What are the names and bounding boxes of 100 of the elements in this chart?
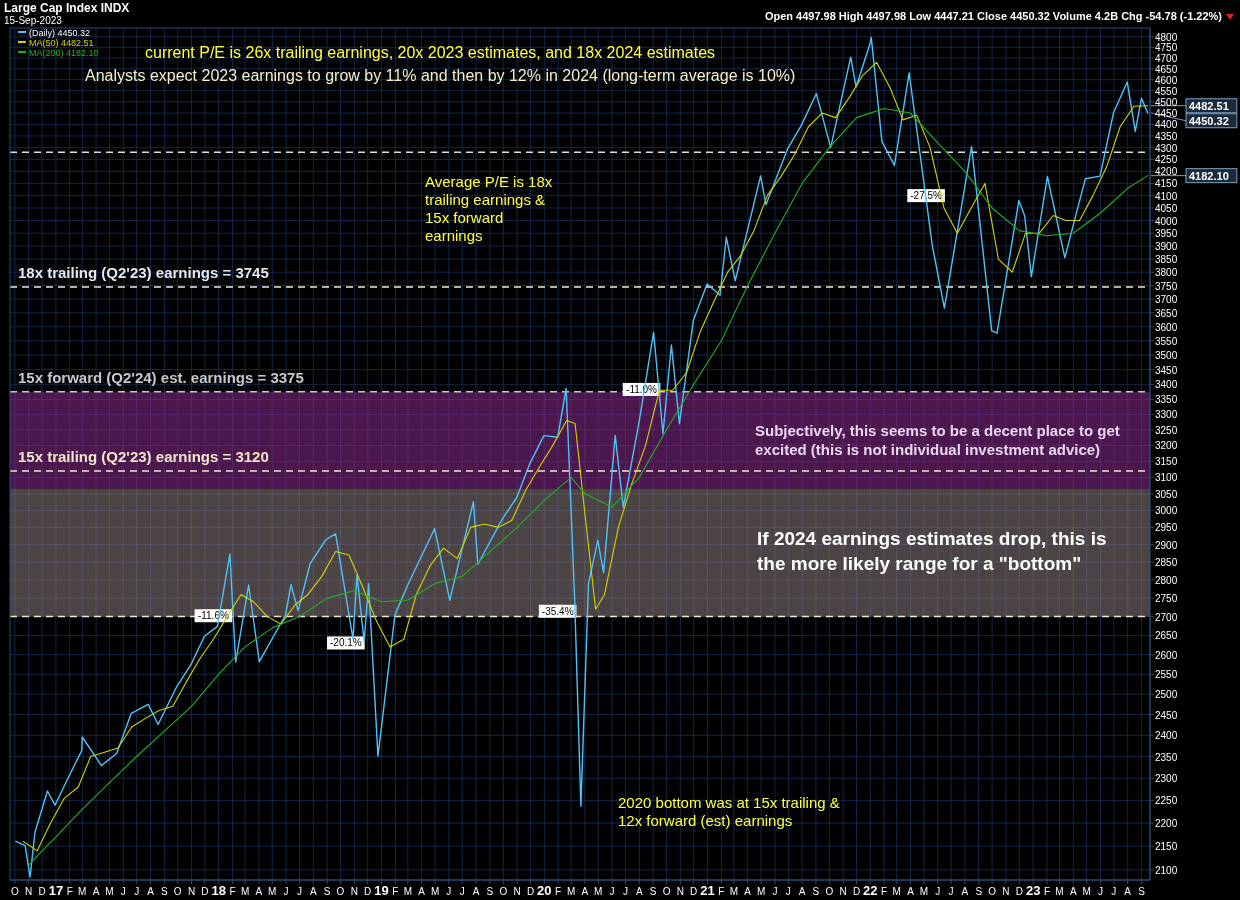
x-tick-label: O [336,886,345,897]
x-tick-label: N [1002,886,1010,897]
x-tick-label: A [147,886,155,897]
x-tick-label: J [935,886,941,897]
ref-line-label: 18x trailing (Q2'23) earnings = 3745 [18,263,269,281]
y-tick-label: 3150 [1155,456,1178,468]
y-tick-label: 2500 [1155,689,1178,701]
ref-line-label: 15x trailing (Q2'23) earnings = 3120 [18,447,269,465]
x-tick-label: N [350,886,358,897]
x-tick-label: M [430,886,440,897]
x-tick-label: S [160,886,168,897]
x-tick-label: 19 [374,883,389,898]
y-tick-label: 2900 [1155,539,1178,551]
x-tick-label: D [526,886,535,897]
x-tick-label: 20 [537,883,552,898]
band-label: If 2024 earnings estimates drop, this is the more likely range for a "bottom" [757,528,1107,575]
x-tick-label: J [948,886,954,897]
x-tick-label: A [907,886,915,897]
x-tick-label: O [988,886,997,897]
x-tick-label: M [594,886,603,897]
x-tick-label: N [187,886,196,897]
y-tick-label: 2650 [1155,630,1178,642]
x-tick-label: A [92,886,100,897]
annotation: -35.4% [541,605,574,617]
y-tick-label: 3250 [1155,424,1178,436]
y-tick-label: 4700 [1155,53,1178,64]
x-tick-label: M [729,886,739,897]
annotation: current P/E is 26x trailing earnings, 20x 2023 estimates, and 18x 2024 estimates [145,44,716,61]
x-tick-label: 21 [700,883,715,898]
x-tick-label: D [852,886,861,897]
x-tick-label: J [772,886,778,897]
legend-label: (Daily) 4450.32 [29,27,91,38]
y-tick-label: 4150 [1155,178,1178,190]
y-tick-label: 3700 [1155,294,1178,306]
y-tick-label: 3600 [1155,321,1178,333]
x-tick-label: F [229,886,236,897]
y-tick-label: 3800 [1155,267,1178,279]
legend-label: MA(50) 4482.51 [29,37,94,48]
y-tick-label: 3050 [1155,488,1178,500]
x-tick-label: O [662,886,671,897]
x-tick-label: J [446,886,452,897]
y-tick-label: 3500 [1155,350,1178,362]
x-tick-label: M [892,886,901,897]
annotation: 2020 bottom was at 15x trailing & 12x forward (est) earnings [618,794,840,829]
y-tick-label: 3750 [1155,280,1178,292]
y-tick-label: 2850 [1155,557,1178,569]
y-tick-label: 4100 [1155,190,1178,202]
y-tick-label: 2600 [1155,649,1178,661]
x-tick-label: M [105,886,114,897]
x-tick-label: D [690,886,698,897]
x-tick-label: N [25,886,33,897]
annotation: 4482.51 [1189,99,1229,112]
y-tick-label: 4050 [1155,203,1178,214]
x-tick-label: D [38,886,46,897]
y-tick-label: 2750 [1155,593,1178,605]
x-tick-label: J [1111,886,1117,897]
x-tick-label: A [961,886,969,897]
x-tick-label: M [566,886,576,897]
x-tick-label: F [718,886,725,897]
y-tick-label: 4800 [1155,31,1178,43]
x-tick-label: A [744,886,752,897]
x-tick-label: D [1015,886,1023,897]
x-tick-label: J [296,886,302,897]
x-tick-label: N [513,886,521,897]
x-tick-label: A [418,886,426,897]
x-tick-label: F [1043,886,1051,897]
y-tick-label: 4350 [1155,130,1178,142]
band-label: Subjectively, this seems to be a decent place to get excited (this is not individual investment advice) [755,421,1120,459]
y-tick-label: 3350 [1155,394,1178,406]
x-tick-label: A [635,886,643,897]
x-tick-label: A [581,886,589,897]
x-tick-label: 22 [863,883,878,898]
x-tick-label: D [364,886,372,897]
x-tick-label: O [11,886,20,897]
y-tick-label: 2700 [1155,611,1178,623]
x-tick-label: F [392,886,399,897]
y-tick-label: 2250 [1155,795,1178,807]
x-tick-label: J [283,886,289,897]
x-tick-label: A [798,886,806,897]
x-tick-label: J [134,886,140,897]
annotation: 4450.32 [1189,114,1229,127]
x-tick-label: J [785,886,791,897]
ref-line-label: 15x forward (Q2'24) est. earnings = 3375 [18,368,304,386]
x-tick-label: N [676,886,684,897]
x-tick-label: M [78,886,87,897]
annotation: 4182.10 [1189,169,1229,182]
y-tick-label: 3300 [1155,409,1178,421]
x-tick-label: 23 [1025,883,1041,898]
y-tick-label: 2150 [1155,841,1178,853]
y-tick-label: 2550 [1155,669,1178,681]
y-tick-label: 2950 [1155,522,1178,534]
x-tick-label: M [756,886,766,897]
x-tick-label: A [1069,886,1077,897]
y-tick-label: 2400 [1155,730,1178,742]
annotation: Average P/E is 18x trailing earnings & 15x forward earnings [425,173,553,244]
y-tick-label: 4450 [1155,108,1178,120]
y-tick-label: 4650 [1155,63,1178,75]
x-tick-label: N [839,886,847,897]
annotation: -20.1% [330,637,362,649]
x-tick-label: S [323,886,331,897]
